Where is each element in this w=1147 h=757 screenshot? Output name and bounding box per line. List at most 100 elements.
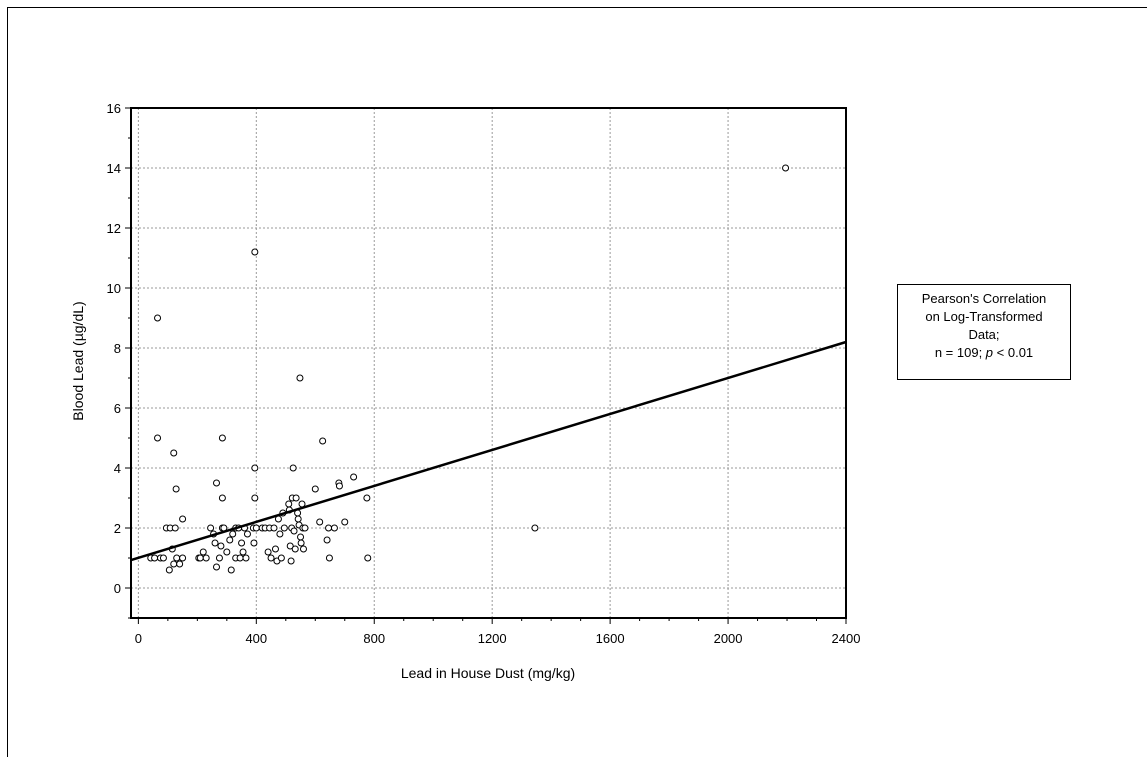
data-point [287,557,295,565]
y-tick-label: 0 [114,581,121,596]
regression-line [130,340,847,562]
y-tick-label: 16 [107,101,121,116]
data-point [251,248,259,256]
data-point [297,539,305,547]
y-tick-label: 8 [114,341,121,356]
data-point [199,548,207,556]
data-point [217,542,225,550]
data-point [289,464,297,472]
x-tick-label: 400 [245,631,267,646]
data-point [330,524,338,532]
annotation-p-value: < 0.01 [993,345,1034,360]
data-point [227,566,235,574]
correlation-annotation-box: Pearson's Correlation on Log-Transformed… [897,284,1071,380]
data-point [270,524,278,532]
data-point [154,434,162,442]
x-tick-label: 0 [135,631,142,646]
data-point [335,482,343,490]
data-point [172,485,180,493]
data-point [364,554,372,562]
data-point [238,539,246,547]
data-point [179,515,187,523]
data-point [782,164,790,172]
data-point [251,464,259,472]
data-point [239,548,247,556]
data-point [323,536,331,544]
data-point [296,374,304,382]
data-point [316,518,324,526]
data-point [218,494,226,502]
window-frame [7,7,1147,757]
data-point [292,494,300,502]
data-point [243,530,251,538]
x-tick-label: 1600 [596,631,625,646]
data-point [173,554,181,562]
data-point [154,314,162,322]
data-point [531,524,539,532]
y-tick-label: 14 [107,161,121,176]
data-point [294,515,302,523]
data-point [350,473,358,481]
x-axis-label: Lead in House Dust (mg/kg) [401,665,575,681]
data-point [213,563,221,571]
annotation-p-symbol: p [985,345,994,360]
data-point [215,554,223,562]
data-point [363,494,371,502]
y-tick-label: 2 [114,521,121,536]
data-point [170,449,178,457]
y-axis-label: Blood Lead (µg/dL) [70,301,86,420]
data-point [290,527,298,535]
data-point [319,437,327,445]
data-point [236,554,244,562]
data-point [218,434,226,442]
data-point [229,530,237,538]
y-tick-label: 6 [114,401,121,416]
data-point [226,536,234,544]
data-point [170,560,178,568]
data-point [271,545,279,553]
data-point [171,524,179,532]
data-point [299,545,307,553]
y-tick-label: 4 [114,461,121,476]
data-point [211,539,219,547]
data-point [252,524,260,532]
data-point [223,548,231,556]
data-point [286,542,294,550]
data-point [176,560,184,568]
data-point [242,554,250,562]
data-point [291,545,299,553]
data-point [280,524,288,532]
data-points [147,164,790,574]
data-point [213,479,221,487]
data-point [151,554,159,562]
data-point [276,530,284,538]
annotation-line-1: Pearson's Correlation [921,291,1047,306]
data-point [207,524,215,532]
data-point [251,494,259,502]
y-tick-label: 10 [107,281,121,296]
data-point [196,554,204,562]
data-point [250,539,258,547]
data-point [179,554,187,562]
data-point [311,485,319,493]
data-point [267,554,275,562]
data-point [325,524,333,532]
annotation-line-2: on Log-Transformed [925,309,1043,324]
data-point [341,518,349,526]
y-tick-label: 12 [107,221,121,236]
data-point [301,524,309,532]
data-point [159,554,167,562]
data-point [277,554,285,562]
annotation-n: n = 109; [934,345,986,360]
x-tick-label: 800 [363,631,385,646]
x-tick-label: 2000 [714,631,743,646]
plot-area [130,107,847,619]
x-tick-label: 1200 [478,631,507,646]
data-point [285,500,293,508]
annotation-line-4: n = 109; p < 0.01 [898,344,1070,362]
annotation-line-3: Data; [968,327,1000,342]
data-point [325,554,333,562]
data-point [202,554,210,562]
tick-labels: 0 400 800 1200 1600 2000 2400 0 2 4 6 8 10 12 14 16 [107,101,861,646]
